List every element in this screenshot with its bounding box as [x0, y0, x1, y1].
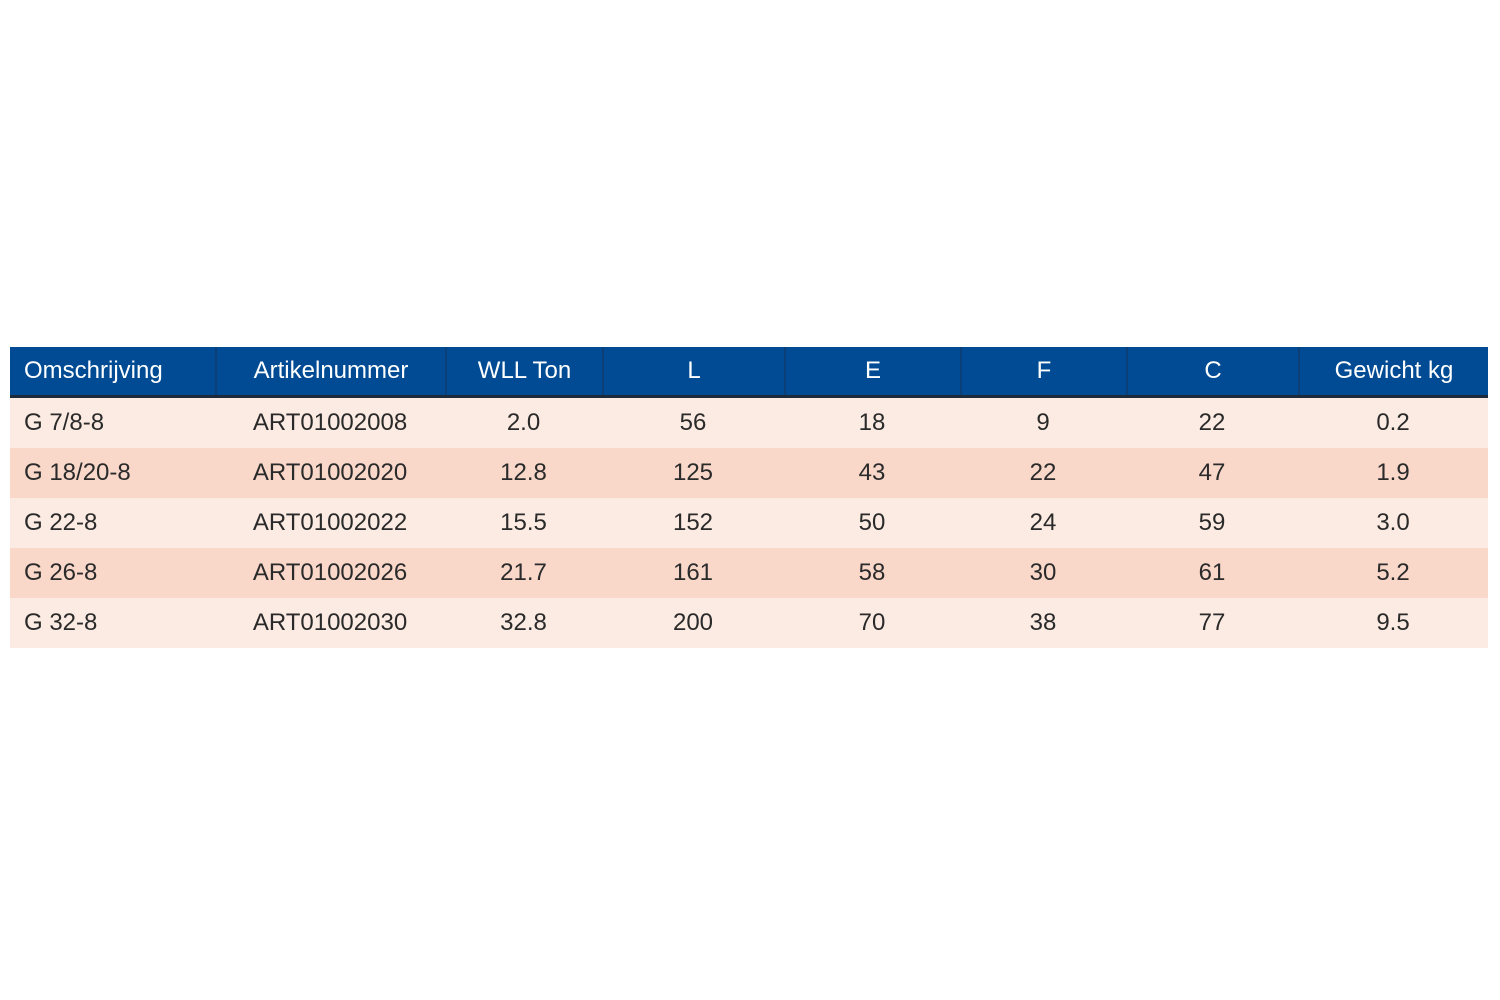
cell-artikelnummer: ART01002022 [252, 509, 408, 536]
table-row: G 26-8 ART01002026 21.7 161 58 30 61 5.2 [10, 548, 1488, 598]
header-omschrijving: Omschrijving [24, 357, 163, 384]
table-row: G 32-8 ART01002030 32.8 200 70 38 77 9.5 [10, 598, 1488, 648]
cell-artikelnummer: ART01002008 [252, 409, 408, 436]
spec-table: Omschrijving Artikelnummer WLL Ton L E F… [10, 347, 1488, 648]
cell-wll-ton: 32.8 [500, 609, 547, 636]
cell-gewicht-kg: 3.0 [1376, 509, 1410, 536]
cell-omschrijving: G 7/8-8 [24, 409, 105, 436]
cell-wll-ton: 21.7 [500, 559, 547, 586]
table-row: G 22-8 ART01002022 15.5 152 50 24 59 3.0 [10, 498, 1488, 548]
cell-e: 43 [858, 459, 886, 486]
header-artikelnummer: Artikelnummer [215, 347, 445, 395]
cell-artikelnummer: ART01002030 [252, 609, 408, 636]
cell-l: 125 [672, 459, 714, 486]
table-row: G 18/20-8 ART01002020 12.8 125 43 22 47 … [10, 448, 1488, 498]
cell-omschrijving: G 18/20-8 [24, 459, 131, 486]
cell-e: 58 [858, 559, 886, 586]
cell-gewicht-kg: 1.9 [1376, 459, 1410, 486]
cell-l: 56 [679, 409, 707, 436]
cell-c: 59 [1198, 509, 1226, 536]
cell-wll-ton: 12.8 [500, 459, 547, 486]
cell-artikelnummer: ART01002026 [252, 559, 408, 586]
cell-l: 161 [672, 559, 714, 586]
cell-gewicht-kg: 9.5 [1376, 609, 1410, 636]
cell-c: 47 [1198, 459, 1226, 486]
cell-c: 22 [1198, 409, 1226, 436]
cell-omschrijving: G 32-8 [24, 609, 98, 636]
header-gewicht-kg: Gewicht kg [1298, 347, 1488, 395]
header-c: C [1126, 347, 1298, 395]
cell-c: 61 [1198, 559, 1226, 586]
cell-omschrijving: G 22-8 [24, 509, 98, 536]
cell-gewicht-kg: 5.2 [1376, 559, 1410, 586]
cell-f: 24 [1029, 509, 1057, 536]
header-e: E [784, 347, 960, 395]
cell-f: 38 [1029, 609, 1057, 636]
cell-f: 30 [1029, 559, 1057, 586]
cell-gewicht-kg: 0.2 [1376, 409, 1410, 436]
cell-l: 152 [672, 509, 714, 536]
cell-e: 50 [858, 509, 886, 536]
cell-e: 70 [858, 609, 886, 636]
table-row: G 7/8-8 ART01002008 2.0 56 18 9 22 0.2 [10, 398, 1488, 448]
cell-artikelnummer: ART01002020 [252, 459, 408, 486]
table-header: Omschrijving Artikelnummer WLL Ton L E F… [10, 347, 1488, 398]
header-l: L [602, 347, 784, 395]
cell-f: 9 [1036, 409, 1050, 436]
cell-e: 18 [858, 409, 886, 436]
cell-wll-ton: 15.5 [500, 509, 547, 536]
cell-wll-ton: 2.0 [506, 409, 541, 436]
header-wll-ton: WLL Ton [445, 347, 602, 395]
cell-f: 22 [1029, 459, 1057, 486]
header-f: F [960, 347, 1126, 395]
cell-l: 200 [672, 609, 714, 636]
cell-omschrijving: G 26-8 [24, 559, 98, 586]
cell-c: 77 [1198, 609, 1226, 636]
